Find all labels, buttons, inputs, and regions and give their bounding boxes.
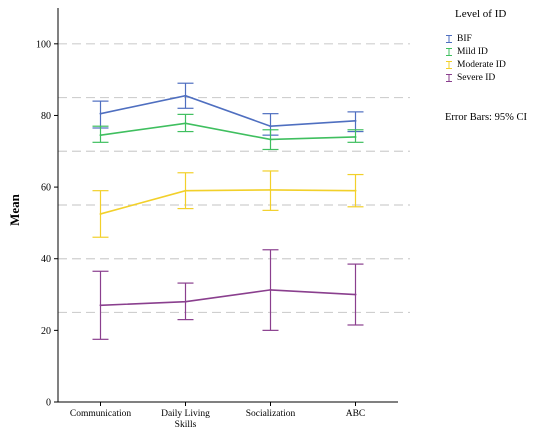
data-point <box>354 119 357 122</box>
data-point <box>99 134 102 137</box>
data-point <box>269 125 272 128</box>
data-point <box>269 288 272 291</box>
data-point <box>99 112 102 115</box>
legend-swatch-icon <box>445 73 453 82</box>
data-point <box>184 94 187 97</box>
series-line <box>100 122 356 141</box>
y-tick-label: 20 <box>41 326 51 337</box>
legend-item-severe-id: Severe ID <box>445 71 549 84</box>
legend-swatch-icon <box>445 47 453 56</box>
data-point <box>354 189 357 192</box>
x-tick-label: Communication <box>70 409 131 419</box>
y-tick-label: 60 <box>41 183 51 194</box>
y-tick-label: 100 <box>36 39 51 50</box>
y-tick-label: 0 <box>46 398 51 409</box>
series-line <box>100 94 356 128</box>
series-bif <box>92 82 364 136</box>
x-tick-label: Daily Living Skills <box>161 409 210 430</box>
legend: Level of ID BIF Mild ID Moderate ID Seve… <box>445 8 549 84</box>
y-axis-label: Mean <box>7 193 22 226</box>
data-point <box>184 189 187 192</box>
legend-item-moderate-id: Moderate ID <box>445 58 549 71</box>
data-point <box>99 212 102 215</box>
legend-swatch-icon <box>445 34 453 43</box>
y-tick-label: 40 <box>41 254 51 265</box>
data-point <box>269 138 272 141</box>
series-severe-id <box>92 249 364 340</box>
series-mild-id <box>92 113 364 151</box>
series-line <box>100 289 356 307</box>
legend-item-mild-id: Mild ID <box>445 45 549 58</box>
x-tick-label: Socialization <box>246 409 296 419</box>
series-moderate-id <box>92 170 364 238</box>
y-tick-label: 80 <box>41 111 51 122</box>
series-line <box>100 189 356 215</box>
data-point <box>354 135 357 138</box>
legend-swatch-icon <box>445 60 453 69</box>
x-tick-label: ABC <box>346 409 366 419</box>
data-point <box>354 293 357 296</box>
legend-label: Mild ID <box>457 46 488 57</box>
error-bars-note: Error Bars: 95% CI <box>445 112 527 123</box>
data-point <box>184 300 187 303</box>
legend-label: Severe ID <box>457 72 496 83</box>
data-point <box>269 188 272 191</box>
legend-label: BIF <box>457 33 472 44</box>
legend-label: Moderate ID <box>457 59 506 70</box>
data-point <box>184 122 187 125</box>
data-point <box>99 304 102 307</box>
legend-title: Level of ID <box>455 8 507 20</box>
legend-item-bif: BIF <box>445 32 549 45</box>
